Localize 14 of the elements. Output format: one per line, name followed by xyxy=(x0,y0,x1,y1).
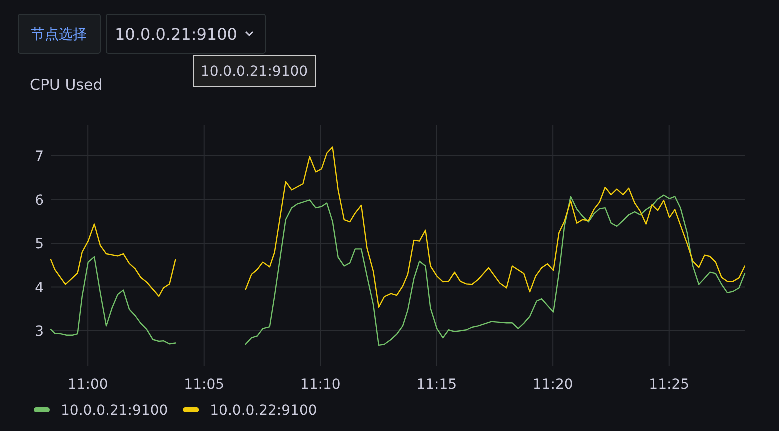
x-tick-label: 11:15 xyxy=(416,377,458,393)
chart-title: CPU Used xyxy=(30,76,103,94)
y-tick-label: 5 xyxy=(35,236,44,253)
x-tick-label: 11:20 xyxy=(532,377,574,393)
y-tick-label: 3 xyxy=(35,324,44,340)
legend-label: 10.0.0.22:9100 xyxy=(210,403,318,419)
legend-label: 10.0.0.21:9100 xyxy=(61,403,168,419)
y-tick-label: 4 xyxy=(35,280,44,296)
y-tick-label: 7 xyxy=(35,149,44,166)
x-tick-label: 11:25 xyxy=(649,377,690,393)
x-tick-label: 11:10 xyxy=(300,377,341,393)
x-tick-label: 11:00 xyxy=(68,377,108,393)
y-tick-label: 6 xyxy=(35,192,44,209)
x-tick-label: 11:05 xyxy=(184,377,225,393)
